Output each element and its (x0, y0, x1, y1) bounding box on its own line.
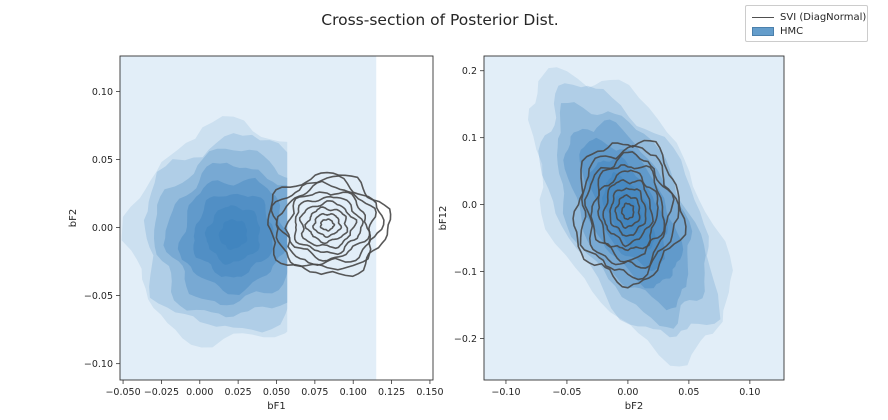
hmc-density-series (121, 116, 288, 348)
hmc-patch-swatch (752, 26, 774, 36)
legend-label-svi: SVI (DiagNormal) (780, 11, 867, 23)
hmc-density-background (120, 56, 377, 380)
y-axis-label: bF12 (438, 206, 449, 231)
y-tick-label: 0.05 (92, 155, 113, 166)
x-tick-label: −0.050 (105, 387, 140, 398)
panel-bf1-bf2: −0.050 −0.025 0.000 0.025 0.050 0.075 0.100 0.1… (68, 55, 444, 412)
plot-area (121, 116, 392, 348)
y-tick-label: 0.2 (462, 66, 477, 77)
svi-contour-line (620, 202, 635, 221)
svi-contour-series (267, 171, 392, 278)
y-tick-label: 0.1 (462, 133, 477, 144)
svi-contour-line (298, 200, 358, 250)
svi-contour-line (614, 193, 641, 229)
x-tick-label: 0.00 (617, 387, 638, 398)
svi-contour-line (312, 212, 343, 239)
x-axis-label: bF2 (625, 401, 643, 412)
svi-contour-series (572, 139, 687, 289)
hmc-density-level (218, 219, 248, 250)
x-axis-label: bF1 (267, 401, 285, 412)
x-tick-label: −0.10 (491, 387, 520, 398)
svi-contour-line (284, 191, 371, 262)
y-tick-label: 0.0 (462, 200, 477, 211)
svi-contour-line (572, 139, 687, 289)
svi-contour-line (590, 164, 666, 263)
legend-label-hmc: HMC (780, 25, 804, 37)
y-tick-label: −0.05 (84, 291, 113, 302)
x-tick-label: −0.05 (552, 387, 581, 398)
legend-item-svi: SVI (DiagNormal) (752, 10, 866, 24)
y-tick-label: −0.2 (454, 334, 477, 345)
hmc-density-level (143, 133, 288, 333)
x-tick-label: 0.100 (340, 387, 367, 398)
x-tick-label: 0.150 (416, 387, 443, 398)
legend-item-hmc: HMC (752, 24, 803, 38)
y-axis-label: bF2 (68, 209, 79, 227)
x-tick-label: 0.025 (225, 387, 252, 398)
x-tick-label: 0.05 (678, 387, 699, 398)
y-tick-label: −0.1 (454, 267, 477, 278)
svi-contour-line (293, 195, 365, 256)
svi-contour-line (304, 206, 349, 245)
x-tick-label: 0.075 (301, 387, 328, 398)
y-tick-label: 0.00 (92, 223, 113, 234)
figure-title: Cross-section of Posterior Dist. (321, 11, 558, 29)
svi-contour-line (267, 171, 392, 278)
svi-contour-line (583, 150, 675, 269)
panel-bf2-bf12: −0.10 −0.05 0.00 0.05 0.10 −0.2 −0.1 0.0 0.1 0.2 b… (438, 55, 785, 412)
x-tick-label: 0.125 (378, 387, 405, 398)
x-tick-label: −0.025 (144, 387, 179, 398)
y-tick-label: 0.10 (92, 87, 113, 98)
hmc-density-level (121, 116, 288, 348)
svi-contour-line (319, 218, 336, 232)
svi-contour-line (609, 187, 647, 237)
legend: SVI (DiagNormal) HMC (745, 5, 868, 42)
axes-frame (483, 55, 785, 381)
x-tick-label: 0.10 (739, 387, 760, 398)
y-tick-label: −0.10 (84, 359, 113, 370)
svi-contour-line (275, 180, 377, 267)
x-tick-label: 0.000 (186, 387, 213, 398)
svi-contour-line (597, 169, 659, 252)
svi-contour-line (602, 179, 654, 248)
plot-area (528, 67, 733, 367)
x-tick-label: 0.050 (263, 387, 290, 398)
svi-line-swatch (752, 16, 774, 18)
